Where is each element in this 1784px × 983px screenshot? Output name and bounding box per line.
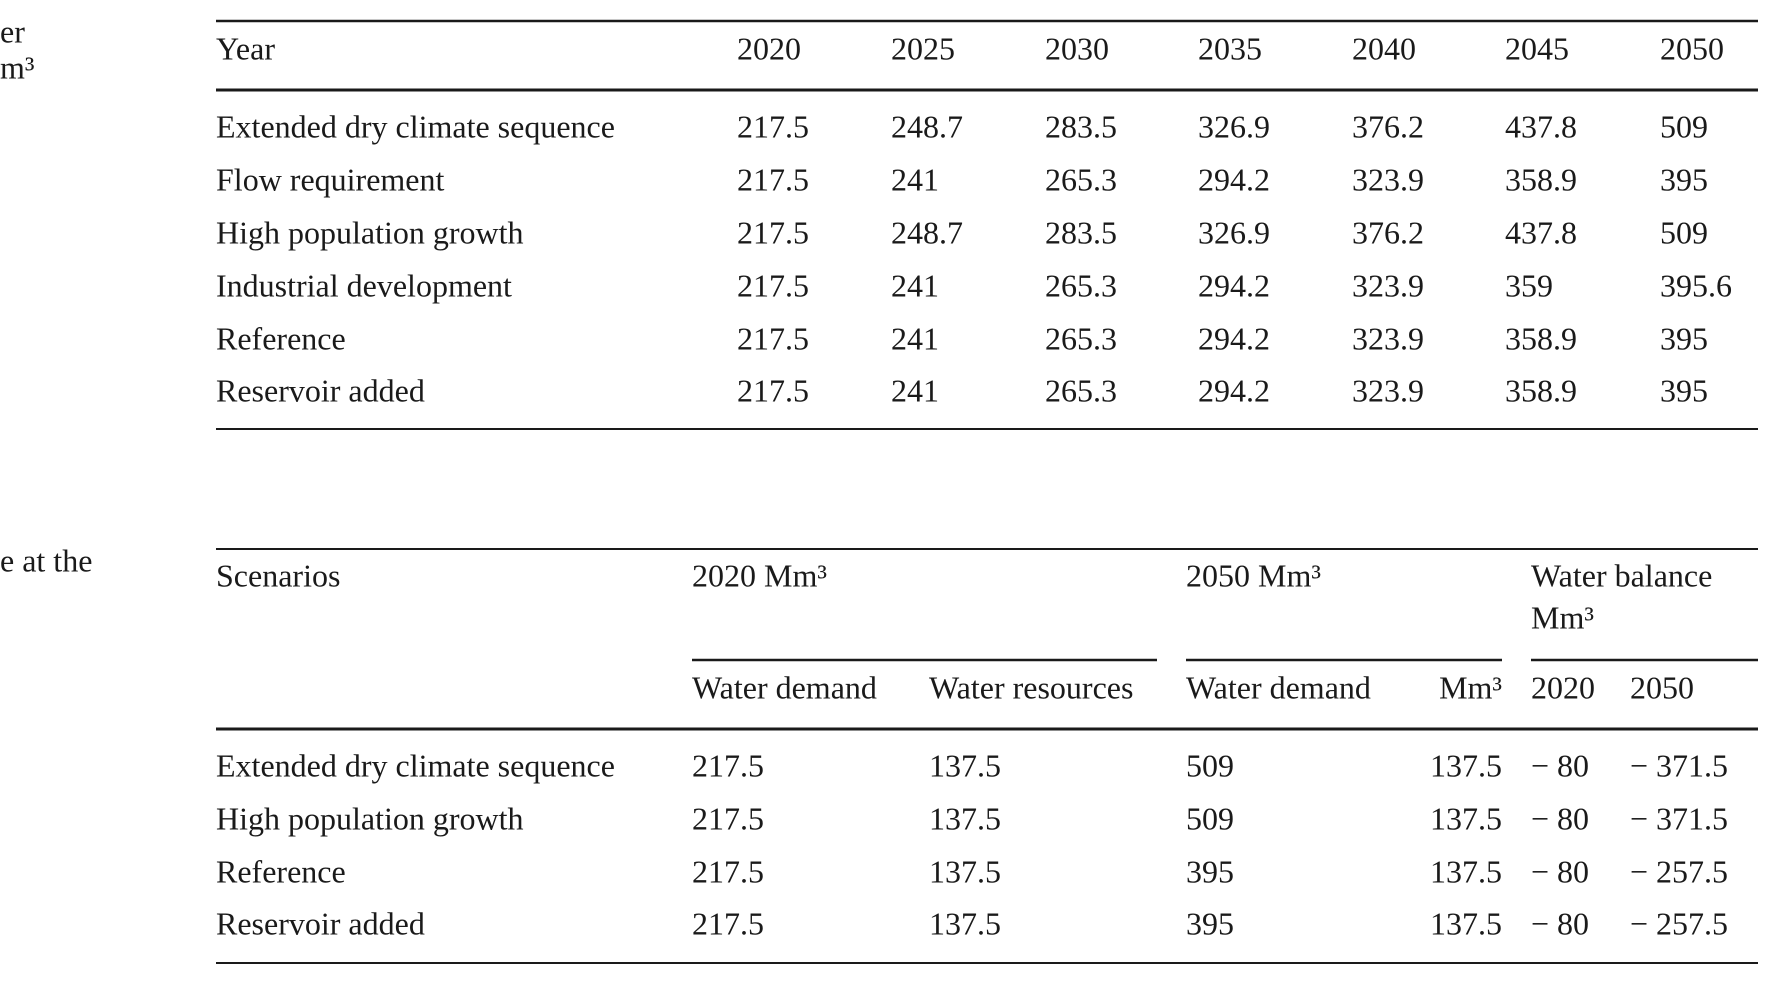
cell: 294.2 [1198, 372, 1270, 408]
cell: 509 [1660, 214, 1708, 250]
cell: 137.5 [1430, 747, 1502, 783]
margin-fragment: m³ [0, 49, 34, 85]
cell: 137.5 [929, 800, 1001, 836]
cell: 217.5 [737, 320, 809, 356]
header-cell: 2030 [1045, 30, 1109, 66]
cell: 509 [1660, 108, 1708, 144]
cell: 265.3 [1045, 320, 1117, 356]
cell: Reference [216, 853, 346, 889]
cell: 217.5 [692, 800, 764, 836]
header-cell: 2050 [1660, 30, 1724, 66]
cell: 137.5 [1430, 905, 1502, 941]
cell: 217.5 [737, 161, 809, 197]
subheader: Water demand [692, 669, 877, 705]
cell: 137.5 [1430, 800, 1502, 836]
header-cell: 2040 [1352, 30, 1416, 66]
cell: Extended dry climate sequence [216, 108, 615, 144]
cell: Reservoir added [216, 905, 425, 941]
subheader: 2050 [1630, 669, 1694, 705]
cell: 358.9 [1505, 161, 1577, 197]
cell: 217.5 [737, 372, 809, 408]
group-header: 2050 Mm³ [1186, 557, 1321, 593]
cell: − 371.5 [1630, 800, 1728, 836]
group-header: Scenarios [216, 557, 340, 593]
cell: 217.5 [692, 747, 764, 783]
cell: − 257.5 [1630, 853, 1728, 889]
cell: 217.5 [692, 905, 764, 941]
cell: 241 [891, 267, 939, 303]
cell: 137.5 [929, 747, 1001, 783]
header-cell: 2045 [1505, 30, 1569, 66]
cell: 137.5 [1430, 853, 1502, 889]
cell: 294.2 [1198, 161, 1270, 197]
cell: 294.2 [1198, 320, 1270, 356]
cell: 376.2 [1352, 108, 1424, 144]
cell: 137.5 [929, 905, 1001, 941]
cell: Reservoir added [216, 372, 425, 408]
cell: 323.9 [1352, 267, 1424, 303]
cell: 509 [1186, 747, 1234, 783]
cell: 137.5 [929, 853, 1001, 889]
cell: 326.9 [1198, 214, 1270, 250]
cell: 241 [891, 320, 939, 356]
subheader: Water demand [1186, 669, 1371, 705]
cell: 376.2 [1352, 214, 1424, 250]
cell: 326.9 [1198, 108, 1270, 144]
cell: 241 [891, 161, 939, 197]
cell: 217.5 [692, 853, 764, 889]
header-cell: 2020 [737, 30, 801, 66]
group-header: 2020 Mm³ [692, 557, 827, 593]
cell: 265.3 [1045, 267, 1117, 303]
cell: − 80 [1531, 853, 1589, 889]
cell: 395.6 [1660, 267, 1732, 303]
cell: 265.3 [1045, 372, 1117, 408]
header-cell: 2035 [1198, 30, 1262, 66]
cell: 359 [1505, 267, 1553, 303]
cell: 265.3 [1045, 161, 1117, 197]
header-cell: Year [216, 30, 275, 66]
cell: 294.2 [1198, 267, 1270, 303]
cell: 395 [1186, 905, 1234, 941]
cell: Industrial development [216, 267, 512, 303]
cell: 217.5 [737, 108, 809, 144]
cell: 217.5 [737, 267, 809, 303]
margin-fragment: er [0, 13, 25, 49]
cell: − 80 [1531, 747, 1589, 783]
group-header: Mm³ [1531, 599, 1594, 635]
cell: High population growth [216, 800, 524, 836]
cell: 509 [1186, 800, 1234, 836]
cell: 437.8 [1505, 108, 1577, 144]
cell: 395 [1660, 161, 1708, 197]
cell: 283.5 [1045, 214, 1117, 250]
cell: − 80 [1531, 800, 1589, 836]
cell: 241 [891, 372, 939, 408]
subheader: Mm³ [1439, 669, 1502, 705]
subheader: 2020 [1531, 669, 1595, 705]
cell: 358.9 [1505, 372, 1577, 408]
header-cell: 2025 [891, 30, 955, 66]
cell: 395 [1660, 372, 1708, 408]
margin-fragment: e at the [0, 542, 92, 578]
cell: 323.9 [1352, 372, 1424, 408]
cell: High population growth [216, 214, 524, 250]
cell: Reference [216, 320, 346, 356]
cell: Flow requirement [216, 161, 445, 197]
cell: 395 [1660, 320, 1708, 356]
cell: − 257.5 [1630, 905, 1728, 941]
cell: 395 [1186, 853, 1234, 889]
cell: 323.9 [1352, 161, 1424, 197]
subheader: Water resources [929, 669, 1133, 705]
group-header: Water balance [1531, 557, 1712, 593]
cell: Extended dry climate sequence [216, 747, 615, 783]
cell: 358.9 [1505, 320, 1577, 356]
cell: − 80 [1531, 905, 1589, 941]
cell: 248.7 [891, 214, 963, 250]
cell: 437.8 [1505, 214, 1577, 250]
cell: 323.9 [1352, 320, 1424, 356]
cell: 248.7 [891, 108, 963, 144]
cell: 217.5 [737, 214, 809, 250]
cell: − 371.5 [1630, 747, 1728, 783]
cell: 283.5 [1045, 108, 1117, 144]
